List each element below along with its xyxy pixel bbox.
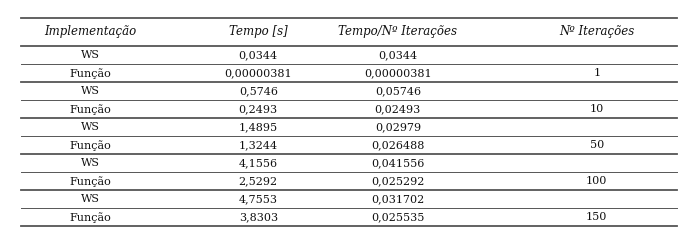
Text: 0,041556: 0,041556 [371,158,424,168]
Text: Tempo/Nº Iterações: Tempo/Nº Iterações [339,26,457,38]
Text: Função: Função [70,212,112,223]
Text: Função: Função [70,140,112,151]
Text: WS: WS [81,86,101,96]
Text: 0,00000381: 0,00000381 [364,68,431,78]
Text: WS: WS [81,158,101,168]
Text: 0,025535: 0,025535 [371,212,424,222]
Text: 0,0344: 0,0344 [239,50,278,60]
Text: 1,3244: 1,3244 [239,140,278,150]
Text: Função: Função [70,68,112,79]
Text: 0,2493: 0,2493 [239,104,278,114]
Text: 0,5746: 0,5746 [239,86,278,96]
Text: 50: 50 [590,140,604,150]
Text: 0,02979: 0,02979 [375,122,421,132]
Text: 0,025292: 0,025292 [371,176,424,186]
Text: 4,1556: 4,1556 [239,158,278,168]
Text: 2,5292: 2,5292 [239,176,278,186]
Text: 0,02493: 0,02493 [375,104,421,114]
Text: 4,7553: 4,7553 [239,194,278,204]
Text: Tempo [s]: Tempo [s] [229,26,288,38]
Text: 0,0344: 0,0344 [378,50,417,60]
Text: Função: Função [70,104,112,115]
Text: 0,031702: 0,031702 [371,194,424,204]
Text: 100: 100 [586,176,607,186]
Text: 0,00000381: 0,00000381 [225,68,292,78]
Text: 3,8303: 3,8303 [239,212,278,222]
Text: 10: 10 [590,104,604,114]
Text: Função: Função [70,176,112,187]
Text: WS: WS [81,50,101,60]
Text: 0,05746: 0,05746 [375,86,421,96]
Text: 1: 1 [593,68,600,78]
Text: 0,026488: 0,026488 [371,140,424,150]
Text: Nº Iterações: Nº Iterações [559,26,634,38]
Text: 1,4895: 1,4895 [239,122,278,132]
Text: 150: 150 [586,212,607,222]
Text: WS: WS [81,122,101,132]
Text: WS: WS [81,194,101,204]
Text: Implementação: Implementação [45,26,137,38]
